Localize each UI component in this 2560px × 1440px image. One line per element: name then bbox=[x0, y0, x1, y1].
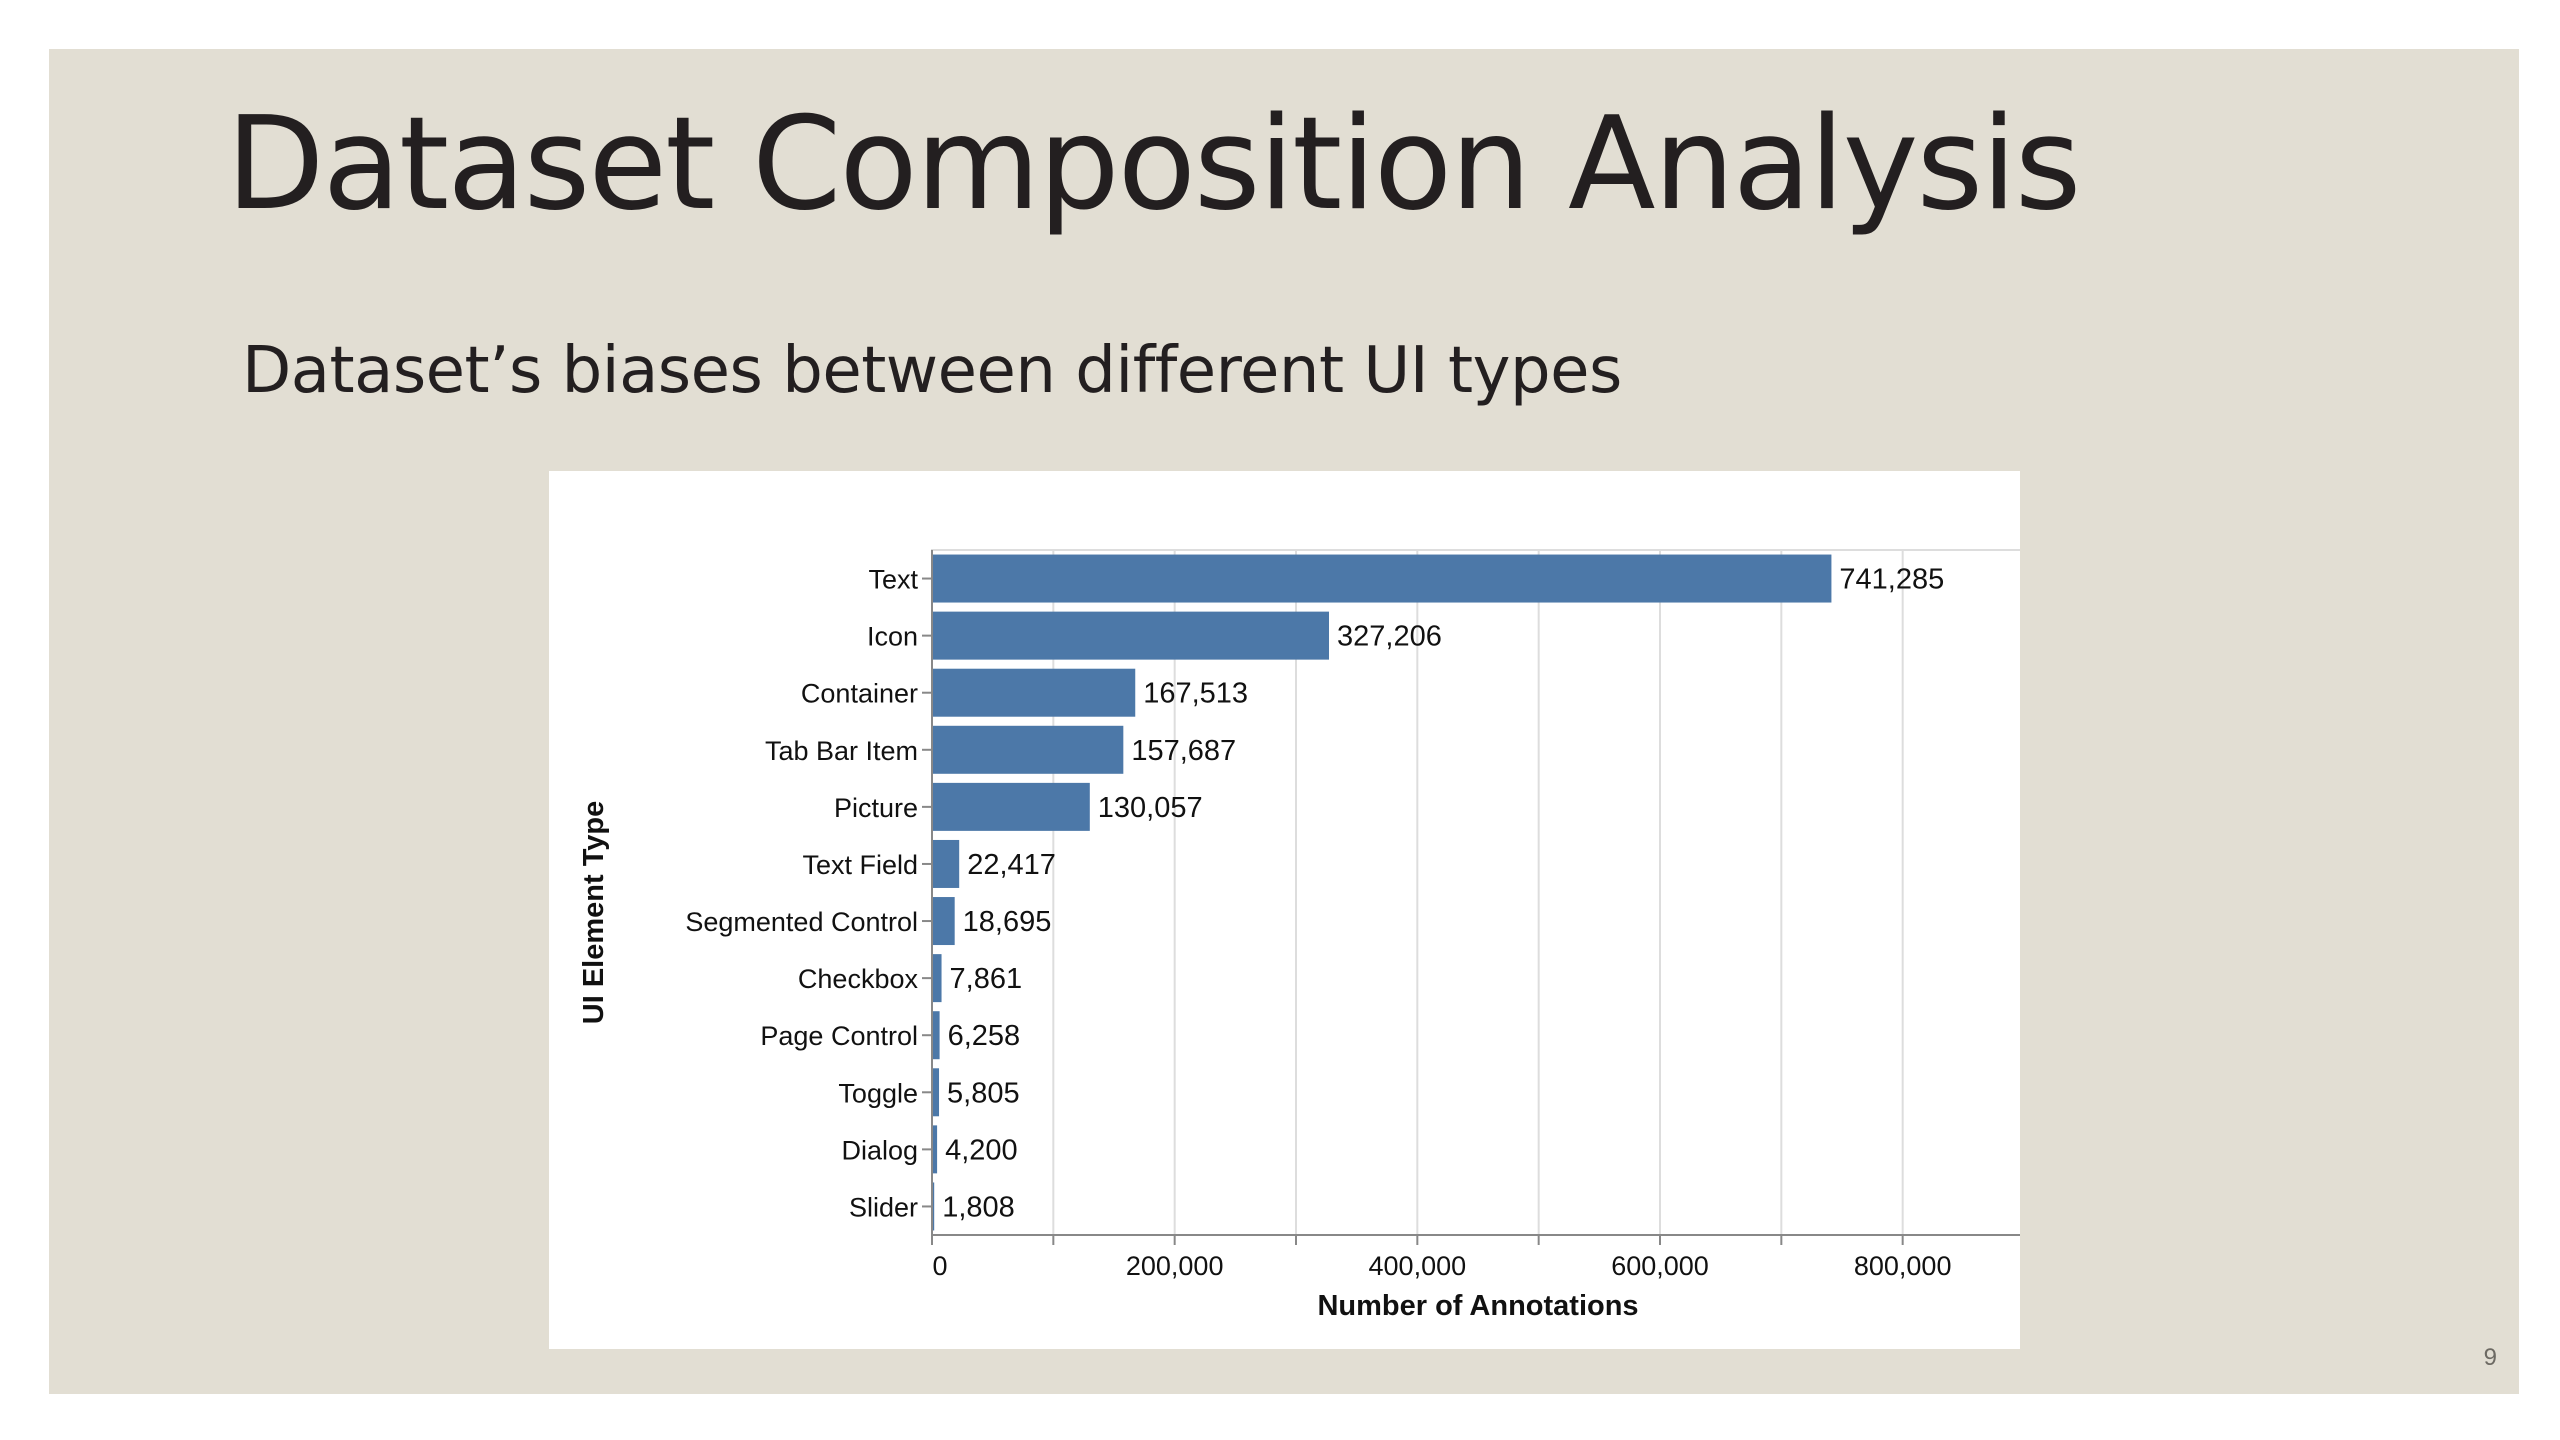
bar bbox=[932, 554, 1832, 603]
y-axis-title: UI Element Type bbox=[578, 801, 610, 1024]
bar-value-label: 6,258 bbox=[948, 1020, 1021, 1052]
y-tick-label: Icon bbox=[867, 622, 918, 652]
slide-title: Dataset Composition Analysis bbox=[226, 90, 2081, 239]
bar bbox=[932, 1182, 935, 1231]
bar bbox=[932, 954, 942, 1003]
slide: Dataset Composition Analysis Dataset’s b… bbox=[49, 49, 2519, 1394]
bar-value-label: 157,687 bbox=[1131, 735, 1236, 767]
bar-value-label: 1,808 bbox=[942, 1191, 1015, 1223]
value-labels: 741,285 327,206 167,513 157,687 130,057 22,41… bbox=[942, 564, 1944, 1224]
bar bbox=[932, 1068, 940, 1117]
bar-value-label: 22,417 bbox=[967, 849, 1056, 881]
x-axis-title: Number of Annotations bbox=[1317, 1290, 1638, 1322]
bar-value-label: 7,861 bbox=[950, 963, 1023, 995]
y-tick-label: Segmented Control bbox=[685, 907, 918, 937]
y-axis: Text Icon Container Tab Bar Item Picture Text… bbox=[685, 550, 933, 1235]
bar bbox=[932, 1125, 938, 1174]
bar-value-label: 741,285 bbox=[1839, 564, 1944, 596]
y-tick-label: Dialog bbox=[841, 1135, 918, 1165]
x-tick-label: 400,000 bbox=[1369, 1251, 1467, 1281]
bar-chart: 741,285 327,206 167,513 157,687 130,057 22,41… bbox=[578, 549, 2020, 1322]
bar-value-label: 167,513 bbox=[1143, 678, 1248, 710]
y-tick-label: Slider bbox=[849, 1192, 918, 1222]
bars bbox=[932, 554, 1832, 1231]
y-tick-label: Text Field bbox=[802, 850, 918, 880]
x-tick-label: 0 bbox=[932, 1251, 947, 1281]
bar bbox=[932, 1011, 940, 1060]
x-tick-label: 800,000 bbox=[1854, 1251, 1952, 1281]
grid-lines bbox=[1052, 550, 1904, 1235]
bar bbox=[932, 839, 960, 888]
y-tick-label: Picture bbox=[834, 793, 918, 823]
bar bbox=[932, 897, 955, 946]
bar bbox=[932, 611, 1330, 660]
x-tick-label: 200,000 bbox=[1126, 1251, 1224, 1281]
bar bbox=[932, 782, 1090, 831]
page-number: 9 bbox=[2483, 1344, 2497, 1371]
y-tick-label: Container bbox=[801, 679, 918, 709]
chart-card: 741,285 327,206 167,513 157,687 130,057 22,41… bbox=[549, 471, 2020, 1349]
bar-value-label: 18,695 bbox=[963, 906, 1052, 938]
bar bbox=[932, 725, 1124, 774]
y-tick-label: Text bbox=[868, 565, 918, 595]
slide-subtitle: Dataset’s biases between different UI ty… bbox=[242, 334, 1622, 408]
bar-value-label: 130,057 bbox=[1098, 792, 1203, 824]
x-tick-label: 600,000 bbox=[1611, 1251, 1709, 1281]
y-tick-label: Checkbox bbox=[798, 964, 919, 994]
bar bbox=[932, 668, 1136, 717]
bar-value-label: 327,206 bbox=[1337, 621, 1442, 653]
y-tick-label: Tab Bar Item bbox=[765, 736, 918, 766]
y-tick-label: Toggle bbox=[838, 1078, 918, 1108]
bar-value-label: 5,805 bbox=[947, 1077, 1020, 1109]
bar-value-label: 4,200 bbox=[945, 1134, 1018, 1166]
y-tick-label: Page Control bbox=[760, 1021, 918, 1051]
x-axis: 0 200,000 400,000 600,000 800,000 bbox=[931, 1234, 2020, 1281]
